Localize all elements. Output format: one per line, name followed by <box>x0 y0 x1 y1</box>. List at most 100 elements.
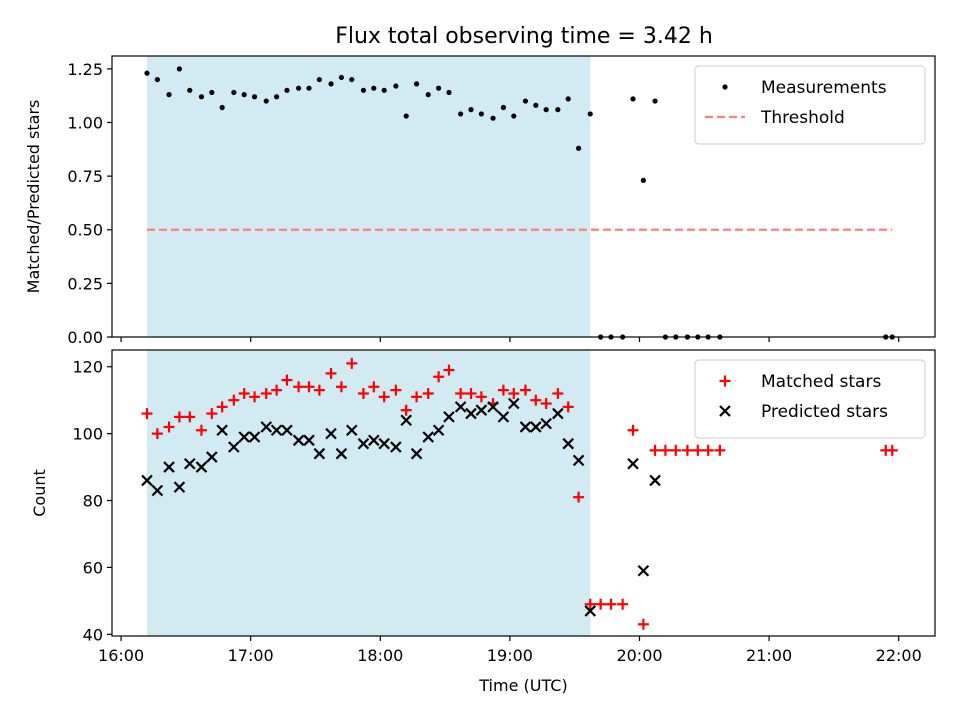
measurement-point <box>640 177 646 184</box>
matched-star-point <box>508 387 520 399</box>
predicted-star-point <box>552 407 564 420</box>
matched-star-point <box>325 367 337 379</box>
legend-marker <box>722 84 728 90</box>
y-tick-label: 60 <box>83 558 103 577</box>
measurement-point <box>328 81 334 87</box>
y-axis-label: Matched/Predicted stars <box>24 100 43 294</box>
matched-star-point <box>411 391 423 403</box>
legend: Matched stars Predicted stars <box>694 359 926 439</box>
predicted-star-point <box>303 434 315 447</box>
predicted-star-point <box>206 451 218 463</box>
legend-label: Matched stars <box>761 372 881 392</box>
matched-star-point <box>681 444 693 456</box>
y-tick-label: 1.00 <box>67 113 103 132</box>
matched-star-point <box>335 381 347 393</box>
predicted-star-point <box>163 461 175 473</box>
measurement-point <box>306 85 312 91</box>
predicted-star-point <box>335 447 348 460</box>
measurement-point <box>652 98 658 104</box>
measurement-point <box>144 70 150 76</box>
matched-star-point <box>605 598 617 610</box>
measurement-point <box>231 89 237 96</box>
matched-star-point <box>228 394 240 406</box>
predicted-star-point <box>540 417 552 430</box>
matched-star-point <box>443 364 455 376</box>
matched-star-point <box>497 384 509 396</box>
measurement-point <box>338 74 345 81</box>
matched-star-point <box>659 444 671 456</box>
predicted-star-point <box>562 437 574 450</box>
predicted-star-point <box>195 461 208 473</box>
predicted-star-point <box>368 434 380 447</box>
measurement-point <box>425 92 431 98</box>
measurement-point <box>316 76 322 83</box>
measurement-point <box>263 98 269 104</box>
matched-star-point <box>617 598 629 610</box>
predicted-star-point <box>248 431 261 443</box>
predicted-star-point <box>378 437 390 450</box>
predicted-star-point <box>475 404 488 416</box>
legend-label: Measurements <box>761 78 887 98</box>
predicted-star-point <box>572 454 585 467</box>
x-axis-label: Time (UTC) <box>478 676 567 695</box>
predicted-star-point <box>151 484 164 497</box>
measurement-point <box>500 104 507 111</box>
matched-star-point <box>281 374 293 386</box>
predicted-star-point <box>432 424 445 437</box>
measurement-point <box>381 87 387 93</box>
measurement-point <box>241 92 247 98</box>
matched-star-point <box>163 421 175 433</box>
matched-star-point <box>173 411 185 423</box>
predicted-star-point <box>530 421 542 433</box>
x-tick-label: 19:00 <box>487 646 533 665</box>
y-tick-label: 1.25 <box>67 60 103 79</box>
measurement-point <box>446 89 452 96</box>
x-tick-label: 21:00 <box>746 646 792 665</box>
predicted-star-point <box>216 424 228 437</box>
y-tick-label: 120 <box>72 358 103 377</box>
predicted-star-point <box>260 421 273 433</box>
y-tick-label: 0.50 <box>67 221 103 240</box>
predicted-star-point <box>422 431 435 443</box>
predicted-star-point <box>649 474 661 487</box>
matched-star-point <box>357 387 369 399</box>
matched-star-point <box>378 391 390 403</box>
series-layer <box>141 357 898 630</box>
predicted-star-point <box>281 424 293 437</box>
matched-star-point <box>151 428 163 440</box>
measurement-point <box>296 85 302 91</box>
predicted-star-point <box>508 397 520 410</box>
predicted-star-point <box>584 605 597 617</box>
measurement-point <box>251 94 258 100</box>
matched-star-point <box>141 408 153 420</box>
measurement-point <box>630 96 636 102</box>
measurement-point <box>436 85 442 91</box>
predicted-star-point <box>238 431 250 443</box>
matched-star-point <box>271 384 283 396</box>
measurement-point <box>403 113 409 119</box>
matched-star-point <box>293 381 305 393</box>
matched-star-point <box>573 491 585 503</box>
matched-star-point <box>702 444 714 456</box>
matched-star-point <box>465 387 477 399</box>
matched-star-point <box>714 444 726 456</box>
observing-span-shade <box>146 56 591 337</box>
matched-star-point <box>422 387 434 399</box>
matched-star-point <box>649 444 661 456</box>
axes-frame <box>111 55 936 338</box>
predicted-star-point <box>357 437 370 450</box>
measurement-point <box>166 92 172 98</box>
measurement-point <box>198 94 205 100</box>
measurement-point <box>478 111 484 117</box>
legend-marker <box>719 375 731 387</box>
predicted-star-point <box>454 401 467 413</box>
measurement-point <box>533 102 539 108</box>
measurement-point <box>274 94 280 100</box>
measurement-point <box>209 89 215 96</box>
matched-star-point <box>530 394 542 406</box>
y-tick-label: 0.00 <box>67 328 103 347</box>
predicted-star-point <box>141 474 153 487</box>
matched-star-point <box>400 404 412 416</box>
measurement-point <box>458 111 464 117</box>
